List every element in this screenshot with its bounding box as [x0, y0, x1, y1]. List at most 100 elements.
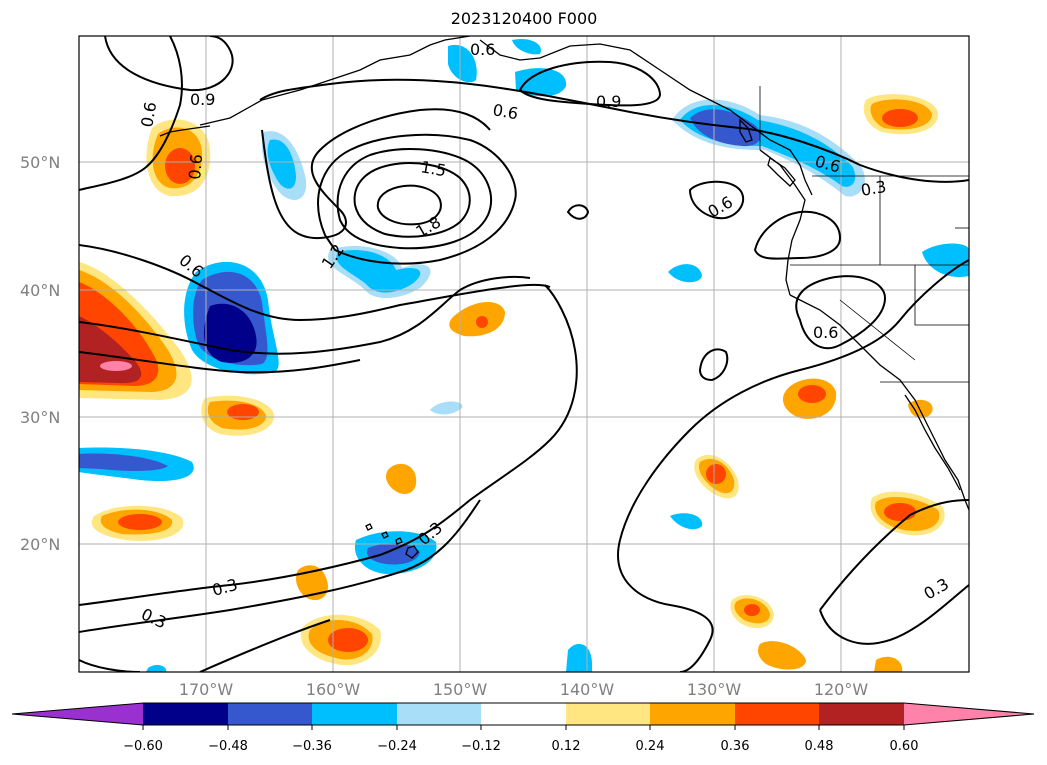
contour-label: 0.6	[470, 40, 495, 59]
lon-label: 120°W	[814, 680, 869, 699]
alaska-south-coast	[479, 39, 813, 196]
alaska-coast	[199, 36, 471, 126]
warm-anomaly	[118, 514, 162, 530]
contour-label: 0.3	[210, 575, 240, 600]
cold-anomaly	[448, 44, 477, 83]
colorbar-tick-label: −0.12	[461, 739, 501, 754]
aleutian-islands	[159, 125, 211, 137]
hawaii-big-island	[405, 545, 419, 559]
warm-anomaly	[758, 641, 806, 670]
warm-anomaly	[744, 604, 760, 616]
colorbar-tick-label: −0.36	[292, 739, 332, 754]
lat-label: 50°N	[20, 153, 60, 172]
hawaii-kauai	[365, 523, 373, 531]
lat-label: 20°N	[20, 535, 60, 554]
colorbar-segment	[312, 703, 397, 725]
colorbar-ticks	[142, 725, 905, 730]
contour-0.3-south-inner	[79, 499, 481, 633]
contour-label: 0.6	[705, 192, 737, 221]
state-border	[839, 299, 916, 361]
colorbar-tick-labels: −0.60 −0.48 −0.36 −0.24 −0.12 0.12 0.24 …	[123, 739, 918, 754]
contour-1.8-inner	[376, 184, 442, 226]
cold-anomaly	[430, 401, 463, 415]
cold-anomaly	[668, 264, 702, 283]
warm-anomaly	[908, 399, 933, 419]
cold-anomaly	[267, 139, 296, 189]
colorbar-tick-label: 0.60	[890, 739, 919, 754]
lon-label: 160°W	[306, 680, 361, 699]
lat-label: 40°N	[20, 281, 60, 300]
baja-coast	[904, 394, 961, 491]
contour-0.3-south	[79, 284, 578, 606]
colorbar-tick-label: 0.48	[805, 739, 834, 754]
warm-anomaly	[798, 385, 826, 403]
contour-label: 0.9	[596, 92, 621, 111]
cold-anomaly	[146, 665, 167, 672]
warm-anomaly	[706, 464, 726, 484]
contour-0.3-east	[619, 259, 969, 541]
colorbar-tick-label: −0.24	[377, 739, 417, 754]
contour-0.6-east-2	[795, 275, 887, 350]
vancouver-island	[767, 156, 796, 187]
contour-1.8	[353, 162, 471, 238]
contour-small-loop	[566, 204, 590, 220]
latitude-labels: 50°N 40°N 30°N 20°N	[20, 153, 60, 554]
us-west-coast	[789, 294, 969, 511]
contour-label: 0.9	[190, 90, 215, 109]
contour-lines	[79, 36, 969, 672]
warm-anomaly	[386, 463, 417, 494]
contour-label: 0.6	[491, 100, 519, 123]
colorbar-segment	[12, 703, 143, 725]
contour-0.6-gulf	[79, 244, 551, 322]
contour-small-loop	[698, 348, 729, 382]
gridlines	[79, 36, 969, 672]
cold-anomaly	[670, 513, 703, 530]
contour-0.6-gulf-inner	[259, 78, 969, 183]
warm-anomaly	[882, 109, 918, 127]
cold-anomaly	[512, 38, 541, 55]
contour-label: 0.3	[921, 574, 953, 603]
colorbar-segment	[904, 703, 1034, 725]
contour-0.3-southeast	[617, 539, 714, 672]
colorbar-segment	[819, 703, 904, 725]
bc-coast	[759, 149, 806, 296]
cold-anomaly	[566, 643, 592, 672]
cold-anomaly	[922, 243, 969, 277]
coastlines	[159, 36, 969, 559]
colorbar-segment	[650, 703, 735, 725]
longitude-labels: 170°W 160°W 150°W 140°W 130°W 120°W	[179, 680, 869, 699]
contour-0.6-east	[688, 180, 745, 220]
warm-anomaly	[227, 404, 259, 420]
colorbar-tick-label: 0.24	[636, 739, 665, 754]
contour-0.3-southeast-2	[819, 499, 969, 611]
colorbar-tick-label: 0.12	[552, 739, 581, 754]
lon-label: 150°W	[433, 680, 488, 699]
contour-label: 0.3	[859, 177, 887, 200]
colorbar-tick-label: 0.36	[721, 739, 750, 754]
colorbar-segment	[481, 703, 566, 725]
contour-0.3-mid	[79, 351, 361, 374]
contour-0.3-southeast-3	[819, 584, 969, 645]
warm-anomaly	[165, 148, 195, 184]
contour-0.6-mid	[79, 275, 531, 355]
warm-anomaly	[476, 316, 488, 328]
contour-0.9-loop	[518, 60, 662, 107]
map-frame	[78, 35, 970, 673]
warm-anomaly	[328, 628, 368, 652]
lon-label: 170°W	[179, 680, 234, 699]
contour-label: 0.6	[813, 323, 838, 342]
colorbar-segment	[735, 703, 819, 725]
cold-anomaly	[515, 68, 567, 97]
lon-label: 130°W	[687, 680, 742, 699]
colorbar-tick-label: −0.48	[208, 739, 248, 754]
contour-0.6-east-loop	[753, 210, 842, 260]
contour-label: 0.6	[185, 153, 206, 180]
contour-label: 0.6	[137, 100, 160, 128]
colorbar-segment	[566, 703, 650, 725]
contour-0.9-northwest	[104, 36, 234, 92]
contour-0.3-far-south	[79, 659, 141, 672]
political-borders	[759, 86, 969, 383]
lon-label: 140°W	[560, 680, 615, 699]
colorbar-tick-label: −0.60	[123, 739, 163, 754]
